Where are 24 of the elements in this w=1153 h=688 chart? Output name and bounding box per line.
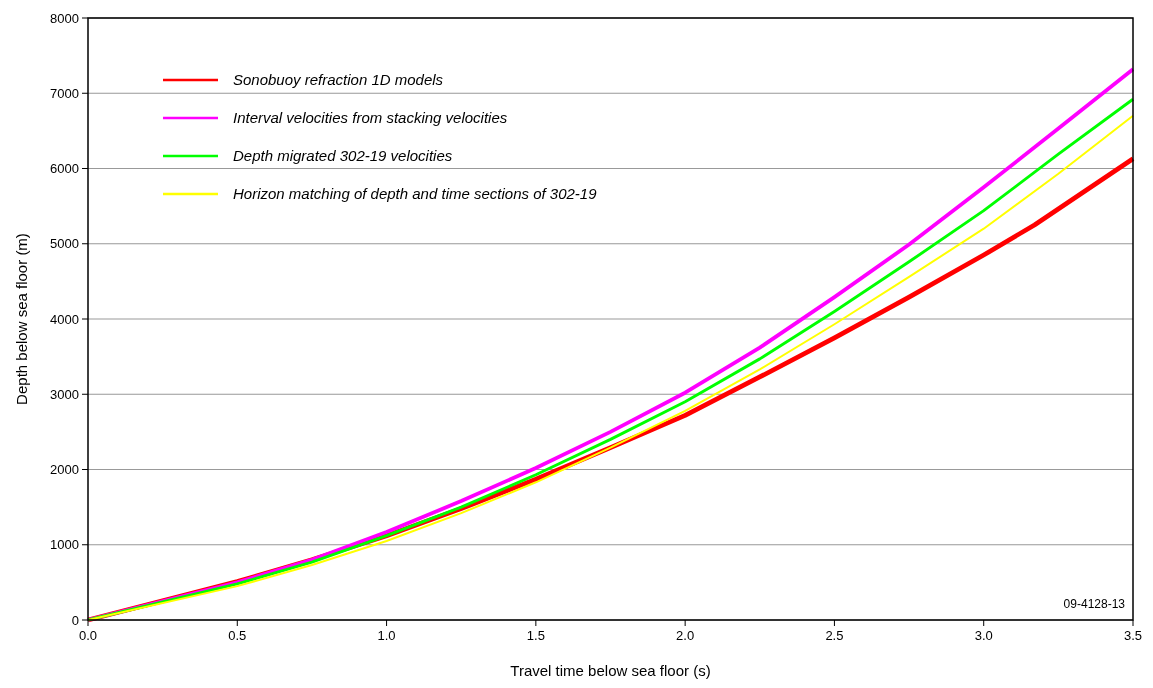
y-tick-label: 1000 (50, 537, 79, 553)
x-tick-label: 1.0 (377, 628, 396, 643)
y-tick-label: 8000 (50, 10, 79, 26)
y-axis-title: Depth below sea floor (m) (13, 233, 30, 405)
y-tick-label: 5000 (50, 236, 79, 252)
x-tick-label: 0.5 (228, 628, 247, 643)
x-tick-label: 3.5 (1123, 628, 1143, 643)
x-tick-label: 1.5 (526, 628, 545, 643)
x-tick-label: 3.0 (974, 628, 993, 643)
legend-label: Horizon matching of depth and time sections of 302-19 (233, 185, 598, 202)
y-tick-label: 3000 (50, 386, 79, 402)
y-tick-label: 7000 (50, 85, 79, 101)
x-tick-label: 2.5 (825, 628, 844, 643)
y-tick-label: 4000 (50, 311, 79, 327)
annotation: 09-4128-13 (1063, 597, 1126, 611)
y-tick-label: 6000 (50, 161, 79, 176)
x-tick-label: 0.0 (78, 628, 98, 643)
legend-label: Interval velocities from stacking velocities (233, 109, 508, 126)
y-tick-label: 2000 (50, 462, 79, 477)
legend-label: Sonobuoy refraction 1D models (233, 71, 444, 88)
y-tick-label: 0 (71, 612, 79, 628)
legend-label: Depth migrated 302-19 velocities (233, 147, 453, 164)
x-tick-label: 2.0 (676, 628, 695, 643)
x-axis-title: Travel time below sea floor (s) (510, 662, 711, 679)
